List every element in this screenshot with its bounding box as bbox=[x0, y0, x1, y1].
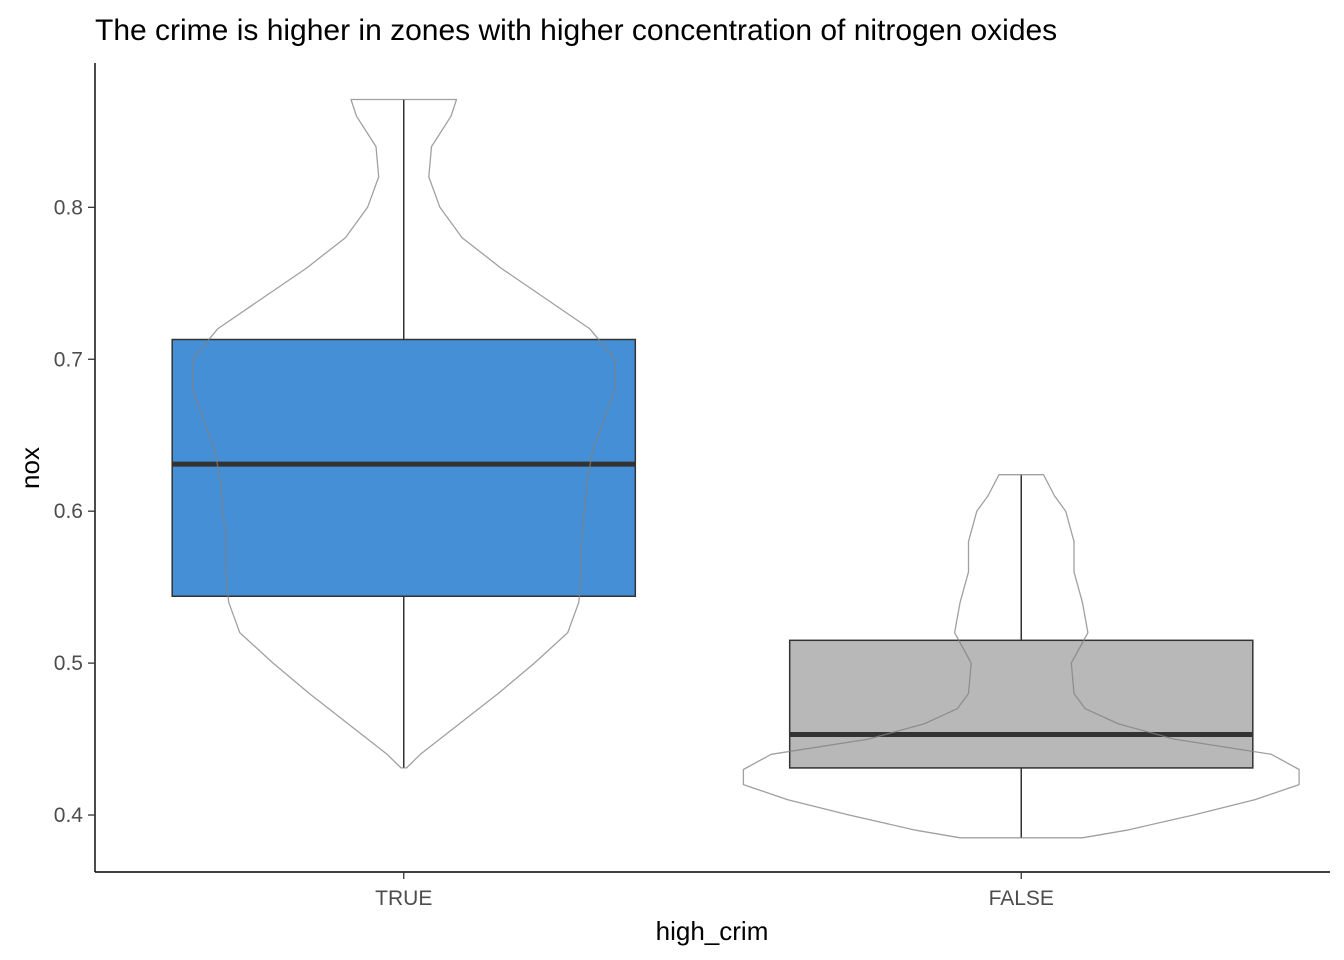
box-false bbox=[788, 639, 1254, 769]
chart-title: The crime is higher in zones with higher… bbox=[95, 14, 1057, 47]
box-true bbox=[171, 338, 637, 598]
x-axis-title: high_crim bbox=[656, 916, 769, 946]
group-true bbox=[171, 98, 637, 769]
y-axis-ticks: 0.4 0.5 0.6 0.7 0.8 bbox=[54, 196, 95, 827]
x-tick-label-false: FALSE bbox=[989, 887, 1054, 910]
y-tick-label: 0.5 bbox=[54, 652, 83, 675]
y-axis-title: nox bbox=[15, 447, 45, 489]
violin-true bbox=[191, 98, 616, 769]
plot-area bbox=[171, 98, 1300, 839]
x-tick-label-true: TRUE bbox=[375, 887, 432, 910]
x-axis-ticks: TRUE FALSE bbox=[375, 872, 1054, 910]
y-tick-label: 0.4 bbox=[54, 804, 84, 827]
violin-false bbox=[742, 474, 1300, 839]
y-tick-label: 0.6 bbox=[54, 500, 83, 523]
group-false bbox=[742, 474, 1300, 839]
y-tick-label: 0.8 bbox=[54, 196, 83, 219]
y-tick-label: 0.7 bbox=[54, 348, 83, 371]
